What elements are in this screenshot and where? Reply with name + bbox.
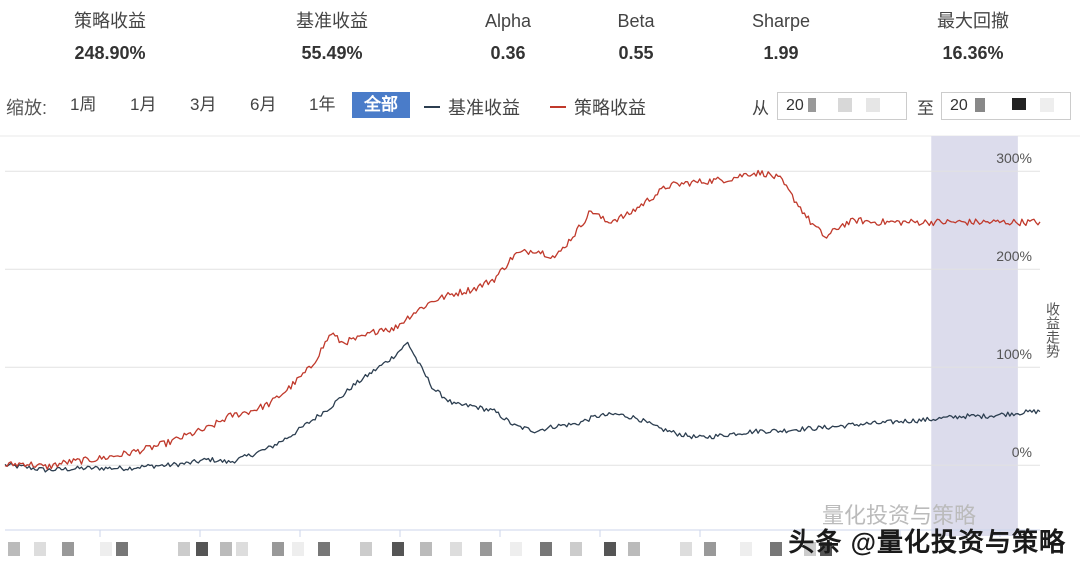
zoom-label: 缩放: (6, 98, 48, 118)
zoom-3m-button[interactable]: 3月 (190, 95, 217, 114)
stat-label: 最大回撤 (937, 11, 1009, 31)
stat-label: Beta (617, 11, 655, 31)
y-tick-label: 100% (996, 346, 1032, 362)
redacted-tick-label (116, 542, 128, 556)
redacted-tick-label (510, 542, 522, 556)
stat-label: Alpha (484, 11, 532, 31)
redacted-tick-label (804, 542, 816, 556)
blur-block (1040, 98, 1054, 112)
stat-value: 16.36% (942, 43, 1004, 63)
zoom-6m-button[interactable]: 6月 (250, 95, 277, 114)
redacted-tick-label (740, 542, 752, 556)
stat-value: 0.36 (490, 43, 526, 63)
legend-strategy[interactable]: 策略收益 (550, 94, 646, 120)
redacted-tick-label (62, 542, 74, 556)
redacted-tick-label (704, 542, 716, 556)
benchmark-series-line (4, 341, 1041, 473)
stat-label: 基准收益 (296, 11, 368, 31)
y-tick-label: 300% (996, 150, 1032, 166)
redacted-tick-label (480, 542, 492, 556)
stat-label: Sharpe (751, 11, 811, 31)
return-chart: 0% 100% 200% 300% 收益走势 (0, 135, 1080, 556)
stat-beta: Beta 0.55 (566, 8, 706, 68)
stat-max-drawdown: 最大回撤 16.36% (903, 8, 1043, 68)
redacted-tick-label (178, 542, 190, 556)
redacted-tick-label (420, 542, 432, 556)
highlight-band (931, 136, 1018, 536)
redacted-tick-label (392, 542, 404, 556)
zoom-1w-button[interactable]: 1周 (70, 95, 97, 114)
redacted-tick-label (272, 542, 284, 556)
zoom-1m-button[interactable]: 1月 (130, 95, 157, 114)
blur-block (975, 98, 985, 112)
chart-toolbar: 缩放: 1周 1月 3月 6月 1年 全部 基准收益 策略收益 从 至 (0, 86, 1080, 126)
stat-sharpe: Sharpe 1.99 (711, 8, 851, 68)
redacted-tick-label (236, 542, 248, 556)
stats-header: 策略收益 248.90% 基准收益 55.49% Alpha 0.36 Beta… (0, 0, 1080, 80)
redacted-tick-label (100, 542, 112, 556)
stat-value: 248.90% (74, 43, 146, 63)
zoom-1y-button[interactable]: 1年 (309, 95, 336, 114)
stat-value: 55.49% (301, 43, 363, 63)
y-tick-label: 0% (1012, 444, 1032, 460)
stat-benchmark-return: 基准收益 55.49% (262, 8, 402, 68)
redacted-tick-label (196, 542, 208, 556)
redacted-tick-label (770, 542, 782, 556)
blur-block (866, 98, 880, 112)
strategy-series-line (4, 169, 1041, 470)
range-from-label: 从 (752, 99, 769, 118)
redacted-tick-label (604, 542, 616, 556)
stat-value: 0.55 (618, 43, 654, 63)
redacted-tick-label (450, 542, 462, 556)
redacted-tick-label (628, 542, 640, 556)
legend-line-icon (550, 106, 566, 109)
redacted-tick-label (820, 542, 832, 556)
y-tick-label: 200% (996, 248, 1032, 264)
legend-strategy-label: 策略收益 (574, 98, 646, 118)
range-to-label: 至 (917, 99, 934, 118)
blur-block (1012, 98, 1026, 110)
legend-line-icon (424, 106, 440, 109)
redacted-tick-label (318, 542, 330, 556)
redacted-tick-label (570, 542, 582, 556)
redacted-tick-label (680, 542, 692, 556)
watermark-faint: 量化投资与策略 (822, 503, 977, 528)
redacted-tick-label (360, 542, 372, 556)
stat-alpha: Alpha 0.36 (438, 8, 578, 68)
zoom-all-button[interactable]: 全部 (352, 92, 410, 118)
redacted-tick-label (34, 542, 46, 556)
stat-label: 策略收益 (74, 11, 146, 31)
blur-block (808, 98, 816, 112)
legend-benchmark-label: 基准收益 (448, 98, 520, 118)
redacted-tick-label (292, 542, 304, 556)
redacted-tick-label (220, 542, 232, 556)
redacted-tick-label (540, 542, 552, 556)
blur-block (838, 98, 852, 112)
y-axis-label: 收益走势 (1044, 302, 1060, 359)
watermark: 头条 @量化投资与策略 (788, 527, 1066, 557)
stat-strategy-return: 策略收益 248.90% (40, 8, 180, 68)
stat-value: 1.99 (763, 43, 799, 63)
legend-benchmark[interactable]: 基准收益 (424, 94, 520, 120)
redacted-tick-label (8, 542, 20, 556)
